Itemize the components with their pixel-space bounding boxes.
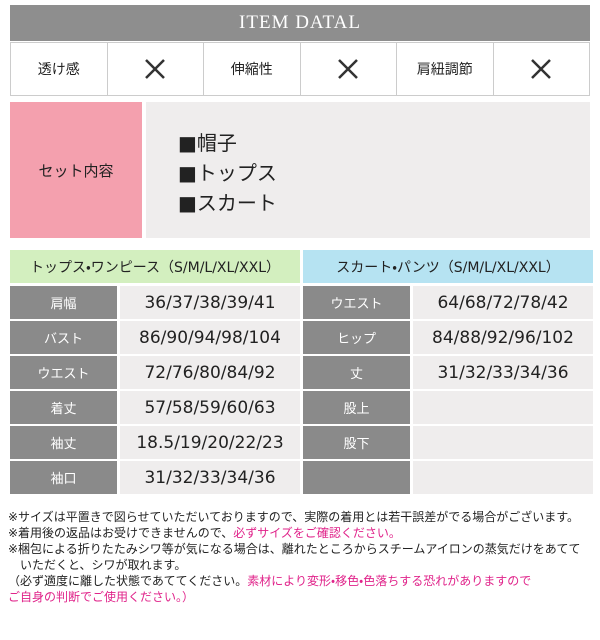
- set-item: ■トップス: [178, 161, 277, 185]
- note-text: （必ず適度に離した状態であててください。: [8, 574, 248, 588]
- row-value: 86/90/94/98/104: [120, 321, 300, 354]
- row-value: [413, 426, 593, 459]
- feature-value: [106, 43, 204, 95]
- cross-icon: [145, 59, 166, 79]
- size-table: スカート・パンツ（S/M/L/XL/XXL） ウエスト 64/68/72/78/42…: [303, 250, 593, 496]
- table-row: バスト 86/90/94/98/104: [10, 321, 300, 354]
- row-label: 股上: [303, 391, 410, 424]
- note-line: ご自身の判断でご使用ください。）: [8, 589, 598, 605]
- note-line: ※サイズは平置きで図らせていただいておりますので、実際の着用とは若干誤差がでる場…: [8, 509, 598, 525]
- cross-icon: [531, 59, 552, 79]
- set-label: セット内容: [10, 102, 142, 238]
- table-row: ウエスト 64/68/72/78/42: [303, 286, 593, 319]
- table-row: 肩幅 36/37/38/39/41: [10, 286, 300, 319]
- table-row: 着丈 57/58/59/60/63: [10, 391, 300, 424]
- set-items: ■帽子 ■トップス ■スカート: [146, 102, 590, 238]
- row-label: [303, 461, 410, 494]
- row-label: 肩幅: [10, 286, 117, 319]
- header-title: ITEM DATAL: [10, 5, 590, 41]
- row-label: ヒップ: [303, 321, 410, 354]
- table-row: 丈 31/32/33/34/36: [303, 356, 593, 389]
- table-title: トップス・ワンピース（S/M/L/XL/XXL）: [10, 250, 300, 283]
- note-text: いただくと、シワが取れます。: [8, 558, 187, 572]
- cross-icon: [338, 59, 359, 79]
- row-value: 64/68/72/78/42: [413, 286, 593, 319]
- feature-label: 肩紐調節: [396, 43, 493, 95]
- row-label: 丈: [303, 356, 410, 389]
- table-row: 袖口 31/32/33/34/36: [10, 461, 300, 494]
- note-text: 素材により変形・移色・色落ちする恐れがありますので: [247, 574, 532, 588]
- row-label: ウエスト: [10, 356, 117, 389]
- note-text: 必ずサイズをご確認ください。: [233, 526, 401, 540]
- note-line: ※梱包による折りたたみシワ等が気になる場合は、離れたところからスチームアイロンの…: [8, 541, 598, 557]
- table-row: 股上: [303, 391, 593, 424]
- row-label: 股下: [303, 426, 410, 459]
- feature-label: 透け感: [37, 62, 80, 78]
- note-line: ※着用後の返品はお受けできませんので、必ずサイズをご確認ください。: [8, 525, 598, 541]
- row-value: 57/58/59/60/63: [120, 391, 300, 424]
- row-label: 着丈: [10, 391, 117, 424]
- note-line: （必ず適度に離した状態であててください。素材により変形・移色・色落ちする恐れがあ…: [8, 573, 598, 589]
- row-value: [413, 391, 593, 424]
- feature-row: 透け感 伸縮性 肩紐調節: [10, 42, 590, 96]
- table-row: 袖丈 18.5/19/20/22/23: [10, 426, 300, 459]
- table-row: ウエスト 72/76/80/84/92: [10, 356, 300, 389]
- set-item: ■スカート: [178, 191, 277, 215]
- note-text: ※サイズは平置きで図らせていただいておりますので、実際の着用とは若干誤差がでる場…: [8, 510, 580, 524]
- row-label: ウエスト: [303, 286, 410, 319]
- feature-label: 伸縮性: [203, 43, 300, 95]
- row-label: バスト: [10, 321, 117, 354]
- note-text: ご自身の判断でご使用ください。）: [8, 590, 195, 604]
- row-value: [413, 461, 593, 494]
- table-title: スカート・パンツ（S/M/L/XL/XXL）: [303, 250, 593, 283]
- row-value: 36/37/38/39/41: [120, 286, 300, 319]
- note-text: ※着用後の返品はお受けできませんので、: [8, 526, 234, 540]
- row-value: 72/76/80/84/92: [120, 356, 300, 389]
- notes: ※サイズは平置きで図らせていただいておりますので、実際の着用とは若干誤差がでる場…: [8, 509, 598, 605]
- row-value: 31/32/33/34/36: [413, 356, 593, 389]
- row-label: 袖口: [10, 461, 117, 494]
- row-value: 84/88/92/96/102: [413, 321, 593, 354]
- table-row: [303, 461, 593, 494]
- row-label: 袖丈: [10, 426, 117, 459]
- table-row: 股下: [303, 426, 593, 459]
- feature-value: [492, 43, 590, 95]
- note-text: ※梱包による折りたたみシワ等が気になる場合は、離れたところからスチームアイロンの…: [8, 542, 581, 556]
- set-item: ■帽子: [178, 131, 237, 155]
- table-row: ヒップ 84/88/92/96/102: [303, 321, 593, 354]
- size-table: トップス・ワンピース（S/M/L/XL/XXL） 肩幅 36/37/38/39/41…: [10, 250, 300, 496]
- row-value: 18.5/19/20/22/23: [120, 426, 300, 459]
- note-line: いただくと、シワが取れます。: [8, 557, 598, 573]
- row-value: 31/32/33/34/36: [120, 461, 300, 494]
- feature-value: [299, 43, 397, 95]
